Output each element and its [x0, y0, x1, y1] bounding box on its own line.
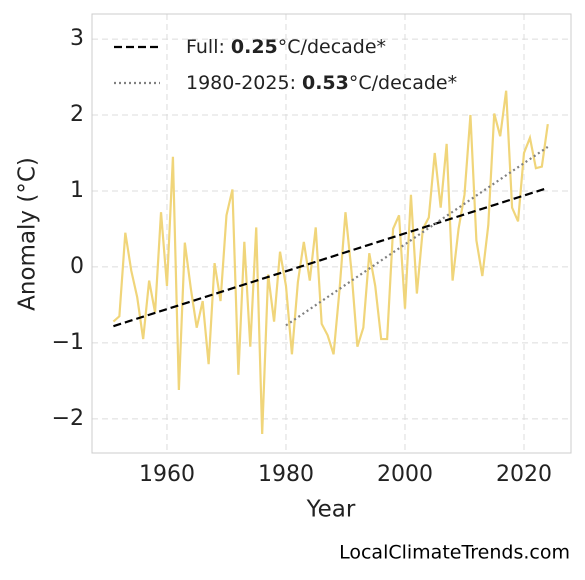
legend-entry: Full: 0.25°C/decade* [186, 36, 386, 58]
y-tick-label: 2 [70, 102, 84, 127]
legend-entry: 1980-2025: 0.53°C/decade* [186, 72, 457, 94]
y-tick-label: 3 [70, 26, 84, 51]
footer: LocalClimateTrends.com [339, 542, 570, 564]
y-tick-label: −2 [52, 406, 84, 431]
y-tick-label: −1 [52, 330, 84, 355]
legend-unit: °C/decade* [278, 36, 386, 58]
x-tick-label: 1980 [258, 462, 314, 487]
y-axis-title: Anomaly (°C) [15, 157, 41, 311]
legend-rate: 0.53 [302, 72, 349, 94]
x-axis-title: Year [306, 497, 356, 523]
x-tick-label: 1960 [139, 462, 195, 487]
legend-label: Full: [186, 36, 225, 58]
y-tick-label: 1 [70, 178, 84, 203]
legend-unit: °C/decade* [349, 72, 457, 94]
plot-frame [91, 13, 572, 454]
x-tick-label: 2020 [496, 462, 552, 487]
legend-rate: 0.25 [231, 36, 278, 58]
legend-label: 1980-2025: [186, 72, 296, 94]
grid [92, 14, 571, 453]
data-line [285, 146, 549, 327]
data-line [113, 186, 549, 328]
data-line [112, 90, 549, 435]
y-tick-label: 0 [70, 254, 84, 279]
x-tick-label: 2000 [377, 462, 433, 487]
